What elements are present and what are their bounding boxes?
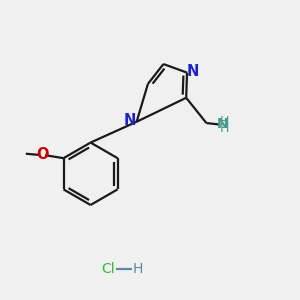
Text: Cl: Cl [102, 262, 115, 276]
Text: N: N [124, 113, 136, 128]
Text: N: N [216, 117, 228, 131]
Text: H: H [220, 115, 229, 128]
Text: H: H [133, 262, 143, 276]
Text: O: O [36, 147, 48, 162]
Text: H: H [220, 122, 229, 135]
Text: N: N [186, 64, 199, 79]
